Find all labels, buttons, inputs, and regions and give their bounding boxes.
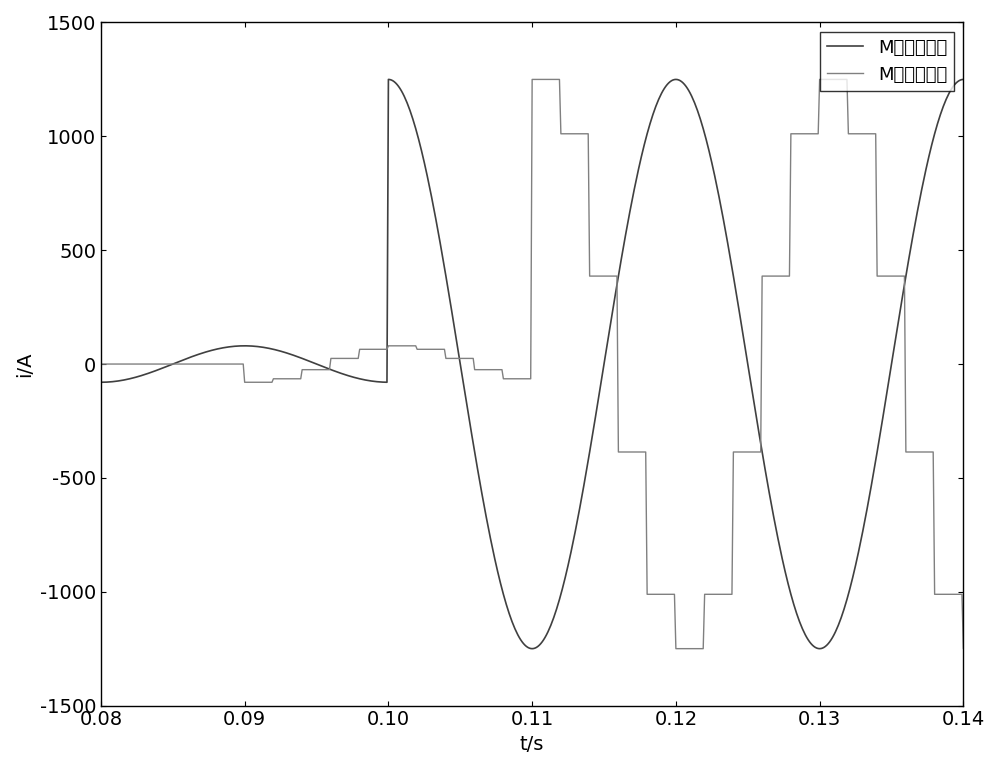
M端传输数据 bbox=[670, 644, 682, 654]
M端传输数据 bbox=[516, 375, 528, 384]
M端本地数据 bbox=[628, 185, 640, 195]
M端本地数据 bbox=[95, 378, 107, 387]
M端本地数据 bbox=[562, 561, 574, 570]
M端本地数据 bbox=[970, 86, 982, 95]
Line: M端本地数据: M端本地数据 bbox=[101, 79, 976, 649]
M端传输数据 bbox=[561, 129, 573, 138]
M端本地数据 bbox=[518, 639, 530, 648]
M端本地数据 bbox=[753, 430, 765, 439]
Line: M端传输数据: M端传输数据 bbox=[101, 79, 976, 649]
M端传输数据 bbox=[526, 75, 538, 84]
Legend: M端本地数据, M端传输数据: M端本地数据, M端传输数据 bbox=[820, 32, 954, 91]
Y-axis label: i/A: i/A bbox=[15, 351, 34, 377]
M端传输数据 bbox=[627, 448, 639, 457]
M端传输数据 bbox=[549, 75, 561, 84]
M端传输数据 bbox=[699, 590, 711, 599]
M端传输数据 bbox=[970, 644, 982, 654]
M端传输数据 bbox=[95, 359, 107, 368]
M端传输数据 bbox=[753, 448, 765, 457]
M端本地数据 bbox=[526, 644, 538, 654]
M端本地数据 bbox=[382, 75, 394, 84]
M端本地数据 bbox=[551, 604, 563, 614]
X-axis label: t/s: t/s bbox=[520, 735, 544, 754]
M端本地数据 bbox=[699, 129, 711, 138]
